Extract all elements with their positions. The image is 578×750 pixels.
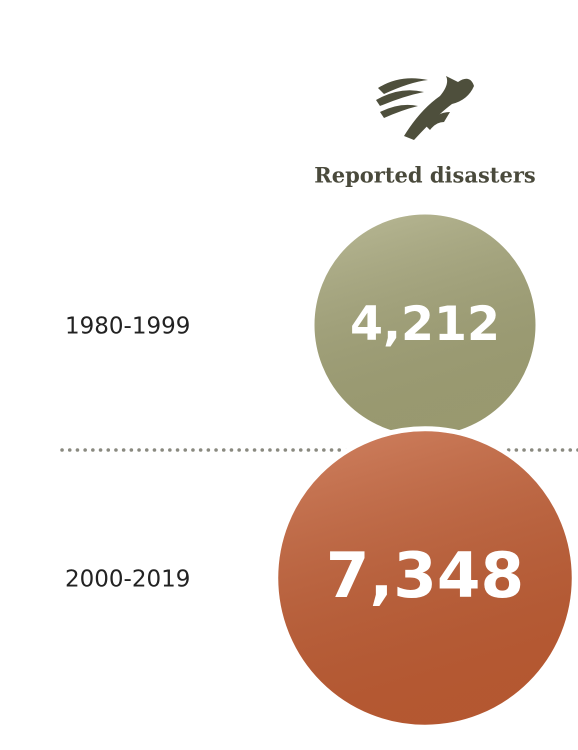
bubble-shade <box>314 214 536 436</box>
storm-icon <box>376 76 474 140</box>
value-label: 7,348 <box>326 539 524 612</box>
value-label: 4,212 <box>350 297 500 352</box>
category-label: 2000-2019 <box>65 567 190 593</box>
chart-title: Reported disasters <box>314 163 535 188</box>
bubble-shade <box>278 431 572 725</box>
category-label: 1980-1999 <box>65 314 190 340</box>
